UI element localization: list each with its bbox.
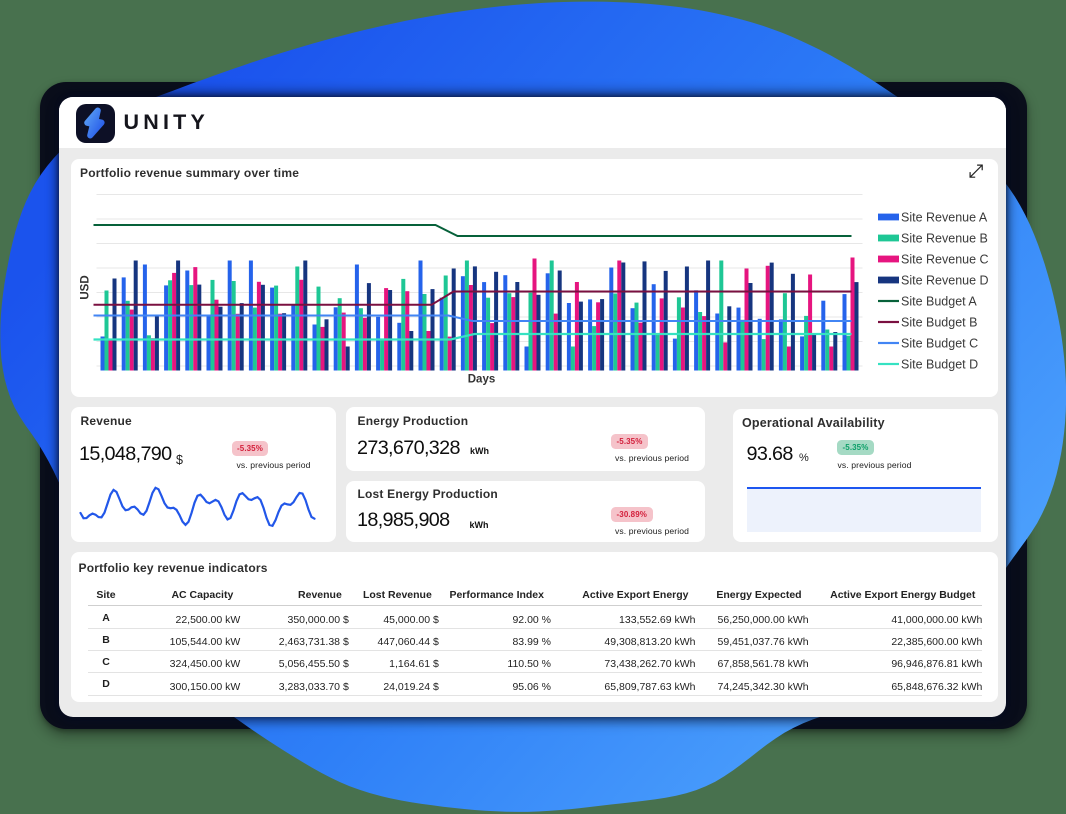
- svg-text:Site Revenue D: Site Revenue D: [901, 273, 989, 287]
- svg-text:Days: Days: [467, 373, 495, 385]
- svg-text:Site Budget D: Site Budget D: [901, 357, 978, 371]
- svg-text:USD: USD: [79, 275, 91, 299]
- svg-text:Site Revenue A: Site Revenue A: [901, 210, 988, 224]
- svg-text:Site Budget B: Site Budget B: [901, 315, 977, 329]
- svg-text:Site Revenue B: Site Revenue B: [901, 231, 988, 245]
- svg-text:Site Budget C: Site Budget C: [901, 336, 978, 350]
- svg-text:Site Budget A: Site Budget A: [901, 294, 977, 308]
- svg-text:Site Revenue C: Site Revenue C: [901, 252, 989, 266]
